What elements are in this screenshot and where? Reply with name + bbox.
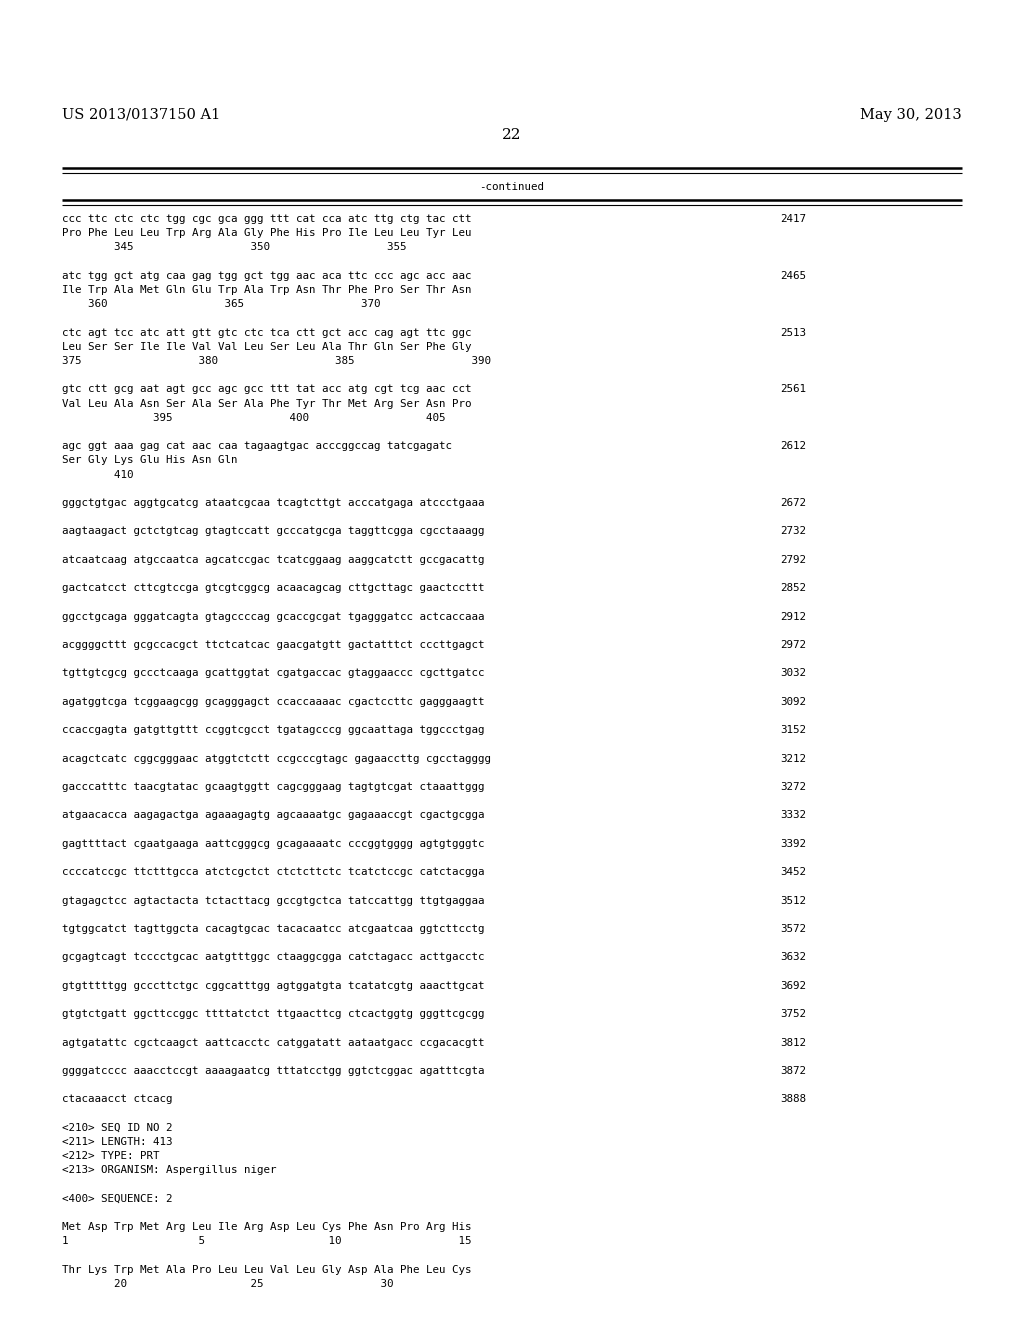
Text: 2672: 2672 [780, 498, 806, 508]
Text: 2792: 2792 [780, 554, 806, 565]
Text: atcaatcaag atgccaatca agcatccgac tcatcggaag aaggcatctt gccgacattg: atcaatcaag atgccaatca agcatccgac tcatcgg… [62, 554, 484, 565]
Text: 2852: 2852 [780, 583, 806, 593]
Text: 3212: 3212 [780, 754, 806, 763]
Text: 3752: 3752 [780, 1010, 806, 1019]
Text: <400> SEQUENCE: 2: <400> SEQUENCE: 2 [62, 1193, 172, 1204]
Text: tgtggcatct tagttggcta cacagtgcac tacacaatcc atcgaatcaa ggtcttcctg: tgtggcatct tagttggcta cacagtgcac tacacaa… [62, 924, 484, 935]
Text: 3888: 3888 [780, 1094, 806, 1105]
Text: 410: 410 [62, 470, 133, 479]
Text: agatggtcga tcggaagcgg gcagggagct ccaccaaaac cgactccttc gagggaagtt: agatggtcga tcggaagcgg gcagggagct ccaccaa… [62, 697, 484, 706]
Text: aagtaagact gctctgtcag gtagtccatt gcccatgcga taggttcgga cgcctaaagg: aagtaagact gctctgtcag gtagtccatt gcccatg… [62, 527, 484, 536]
Text: 2561: 2561 [780, 384, 806, 395]
Text: 22: 22 [502, 128, 522, 143]
Text: ccaccgagta gatgttgttt ccggtcgcct tgatagcccg ggcaattaga tggccctgag: ccaccgagta gatgttgttt ccggtcgcct tgatagc… [62, 725, 484, 735]
Text: 2972: 2972 [780, 640, 806, 649]
Text: 2513: 2513 [780, 327, 806, 338]
Text: agtgatattc cgctcaagct aattcacctc catggatatt aataatgacc ccgacacgtt: agtgatattc cgctcaagct aattcacctc catggat… [62, 1038, 484, 1048]
Text: ggcctgcaga gggatcagta gtagccccag gcaccgcgat tgagggatcc actcaccaaa: ggcctgcaga gggatcagta gtagccccag gcaccgc… [62, 611, 484, 622]
Text: May 30, 2013: May 30, 2013 [860, 108, 962, 121]
Text: gcgagtcagt tcccctgcac aatgtttggc ctaaggcgga catctagacc acttgacctc: gcgagtcagt tcccctgcac aatgtttggc ctaaggc… [62, 953, 484, 962]
Text: 3152: 3152 [780, 725, 806, 735]
Text: ccc ttc ctc ctc tgg cgc gca ggg ttt cat cca atc ttg ctg tac ctt: ccc ttc ctc ctc tgg cgc gca ggg ttt cat … [62, 214, 471, 224]
Text: 3452: 3452 [780, 867, 806, 878]
Text: 2732: 2732 [780, 527, 806, 536]
Text: 3392: 3392 [780, 838, 806, 849]
Text: -continued: -continued [479, 182, 545, 191]
Text: Ile Trp Ala Met Gln Glu Trp Ala Trp Asn Thr Phe Pro Ser Thr Asn: Ile Trp Ala Met Gln Glu Trp Ala Trp Asn … [62, 285, 471, 294]
Text: 1                    5                   10                  15: 1 5 10 15 [62, 1237, 471, 1246]
Text: ctc agt tcc atc att gtt gtc ctc tca ctt gct acc cag agt ttc ggc: ctc agt tcc atc att gtt gtc ctc tca ctt … [62, 327, 471, 338]
Text: 3512: 3512 [780, 895, 806, 906]
Text: 360                  365                  370: 360 365 370 [62, 300, 381, 309]
Text: gagttttact cgaatgaaga aattcgggcg gcagaaaatc cccggtgggg agtgtgggtc: gagttttact cgaatgaaga aattcgggcg gcagaaa… [62, 838, 484, 849]
Text: 375                  380                  385                  390: 375 380 385 390 [62, 356, 490, 366]
Text: 3632: 3632 [780, 953, 806, 962]
Text: acagctcatc cggcgggaac atggtctctt ccgcccgtagc gagaaccttg cgcctagggg: acagctcatc cggcgggaac atggtctctt ccgcccg… [62, 754, 490, 763]
Text: Ser Gly Lys Glu His Asn Gln: Ser Gly Lys Glu His Asn Gln [62, 455, 238, 466]
Text: gactcatcct cttcgtccga gtcgtcggcg acaacagcag cttgcttagc gaactccttt: gactcatcct cttcgtccga gtcgtcggcg acaacag… [62, 583, 484, 593]
Text: gtagagctcc agtactacta tctacttacg gccgtgctca tatccattgg ttgtgaggaa: gtagagctcc agtactacta tctacttacg gccgtgc… [62, 895, 484, 906]
Text: <212> TYPE: PRT: <212> TYPE: PRT [62, 1151, 160, 1162]
Text: 3272: 3272 [780, 781, 806, 792]
Text: ccccatccgc ttctttgcca atctcgctct ctctcttctc tcatctccgc catctacgga: ccccatccgc ttctttgcca atctcgctct ctctctt… [62, 867, 484, 878]
Text: <211> LENGTH: 413: <211> LENGTH: 413 [62, 1137, 172, 1147]
Text: agc ggt aaa gag cat aac caa tagaagtgac acccggccag tatcgagatc: agc ggt aaa gag cat aac caa tagaagtgac a… [62, 441, 452, 451]
Text: <213> ORGANISM: Aspergillus niger: <213> ORGANISM: Aspergillus niger [62, 1166, 276, 1175]
Text: 3572: 3572 [780, 924, 806, 935]
Text: Thr Lys Trp Met Ala Pro Leu Leu Val Leu Gly Asp Ala Phe Leu Cys: Thr Lys Trp Met Ala Pro Leu Leu Val Leu … [62, 1265, 471, 1275]
Text: 20                   25                  30: 20 25 30 [62, 1279, 393, 1290]
Text: tgttgtcgcg gccctcaaga gcattggtat cgatgaccac gtaggaaccc cgcttgatcc: tgttgtcgcg gccctcaaga gcattggtat cgatgac… [62, 668, 484, 678]
Text: atgaacacca aagagactga agaaagagtg agcaaaatgc gagaaaccgt cgactgcgga: atgaacacca aagagactga agaaagagtg agcaaaa… [62, 810, 484, 821]
Text: 345                  350                  355: 345 350 355 [62, 243, 407, 252]
Text: gggctgtgac aggtgcatcg ataatcgcaa tcagtcttgt acccatgaga atccctgaaa: gggctgtgac aggtgcatcg ataatcgcaa tcagtct… [62, 498, 484, 508]
Text: 2612: 2612 [780, 441, 806, 451]
Text: Val Leu Ala Asn Ser Ala Ser Ala Phe Tyr Thr Met Arg Ser Asn Pro: Val Leu Ala Asn Ser Ala Ser Ala Phe Tyr … [62, 399, 471, 409]
Text: <210> SEQ ID NO 2: <210> SEQ ID NO 2 [62, 1123, 172, 1133]
Text: ctacaaacct ctcacg: ctacaaacct ctcacg [62, 1094, 172, 1105]
Text: 395                  400                  405: 395 400 405 [62, 413, 445, 422]
Text: gtgtttttgg gcccttctgc cggcatttgg agtggatgta tcatatcgtg aaacttgcat: gtgtttttgg gcccttctgc cggcatttgg agtggat… [62, 981, 484, 991]
Text: 3812: 3812 [780, 1038, 806, 1048]
Text: 3692: 3692 [780, 981, 806, 991]
Text: 2417: 2417 [780, 214, 806, 224]
Text: Met Asp Trp Met Arg Leu Ile Arg Asp Leu Cys Phe Asn Pro Arg His: Met Asp Trp Met Arg Leu Ile Arg Asp Leu … [62, 1222, 471, 1232]
Text: 3332: 3332 [780, 810, 806, 821]
Text: 3032: 3032 [780, 668, 806, 678]
Text: gacccatttc taacgtatac gcaagtggtt cagcgggaag tagtgtcgat ctaaattggg: gacccatttc taacgtatac gcaagtggtt cagcggg… [62, 781, 484, 792]
Text: Leu Ser Ser Ile Ile Val Val Leu Ser Leu Ala Thr Gln Ser Phe Gly: Leu Ser Ser Ile Ile Val Val Leu Ser Leu … [62, 342, 471, 352]
Text: gtc ctt gcg aat agt gcc agc gcc ttt tat acc atg cgt tcg aac cct: gtc ctt gcg aat agt gcc agc gcc ttt tat … [62, 384, 471, 395]
Text: gtgtctgatt ggcttccggc ttttatctct ttgaacttcg ctcactggtg gggttcgcgg: gtgtctgatt ggcttccggc ttttatctct ttgaact… [62, 1010, 484, 1019]
Text: Pro Phe Leu Leu Trp Arg Ala Gly Phe His Pro Ile Leu Leu Tyr Leu: Pro Phe Leu Leu Trp Arg Ala Gly Phe His … [62, 228, 471, 238]
Text: atc tgg gct atg caa gag tgg gct tgg aac aca ttc ccc agc acc aac: atc tgg gct atg caa gag tgg gct tgg aac … [62, 271, 471, 281]
Text: acggggcttt gcgccacgct ttctcatcac gaacgatgtt gactatttct cccttgagct: acggggcttt gcgccacgct ttctcatcac gaacgat… [62, 640, 484, 649]
Text: 3092: 3092 [780, 697, 806, 706]
Text: 2465: 2465 [780, 271, 806, 281]
Text: US 2013/0137150 A1: US 2013/0137150 A1 [62, 108, 220, 121]
Text: 3872: 3872 [780, 1067, 806, 1076]
Text: ggggatcccc aaacctccgt aaaagaatcg tttatcctgg ggtctcggac agatttcgta: ggggatcccc aaacctccgt aaaagaatcg tttatcc… [62, 1067, 484, 1076]
Text: 2912: 2912 [780, 611, 806, 622]
